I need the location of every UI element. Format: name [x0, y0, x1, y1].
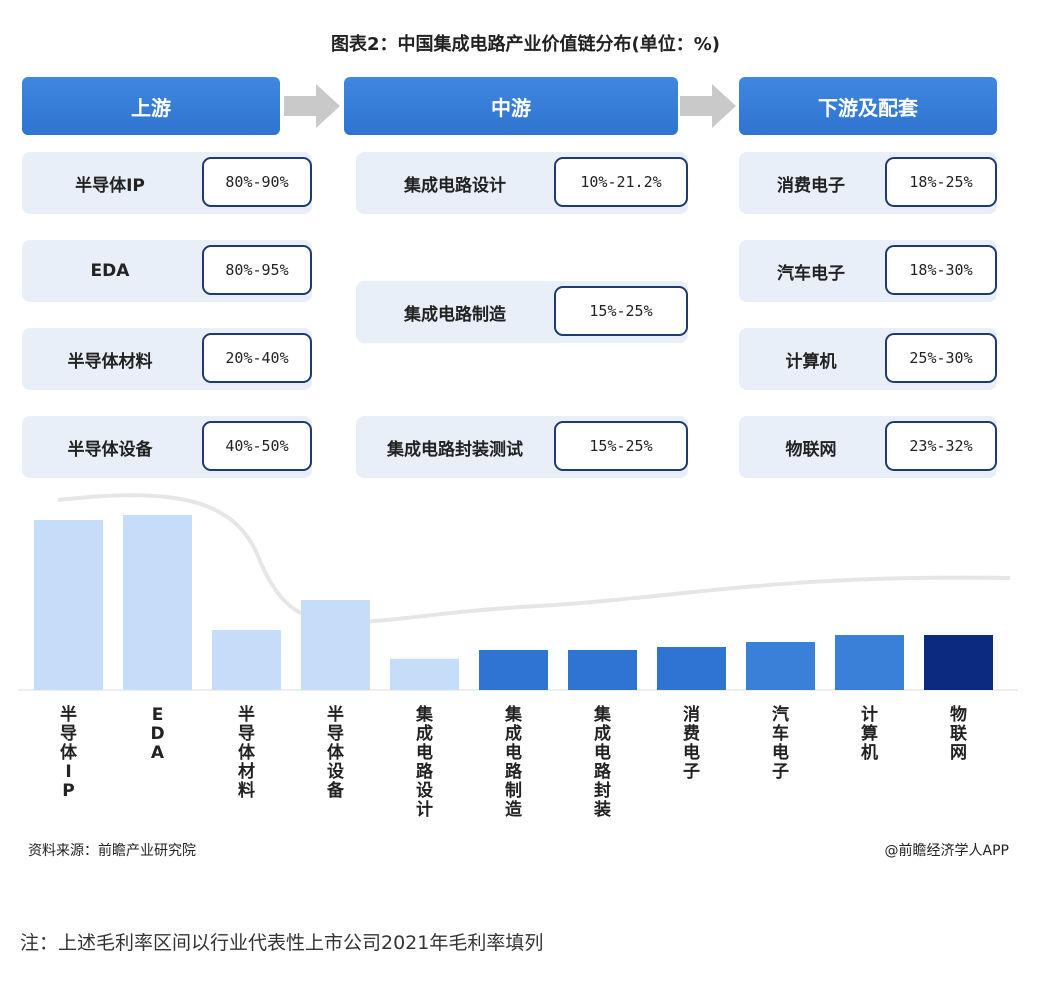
x-tick-label: 物联网 — [950, 704, 967, 763]
item-label: 物联网 — [785, 439, 837, 460]
x-tick-label: 消费电子 — [683, 704, 700, 782]
bar — [479, 650, 548, 690]
bar — [34, 520, 103, 690]
x-tick-label: 半导体设备 — [326, 704, 345, 801]
bar — [657, 647, 726, 690]
list-item: 半导体IP 80%-90% — [22, 152, 312, 214]
bar — [924, 635, 993, 690]
list-item: 消费电子 18%-25% — [739, 152, 997, 214]
range-badge: 18%-30% — [885, 245, 997, 295]
stage-header-midstream: 中游 — [344, 77, 678, 135]
item-label: 计算机 — [785, 351, 837, 372]
x-tick-label: 半导体材料 — [238, 704, 256, 801]
item-label: EDA — [90, 261, 130, 281]
arrow-right-icon — [284, 84, 340, 128]
bar — [568, 650, 637, 690]
range-badge: 15%-25% — [554, 286, 688, 336]
bar — [746, 642, 815, 690]
range-badge: 80%-95% — [202, 245, 312, 295]
bar — [123, 515, 192, 690]
bar — [212, 630, 281, 690]
value-chain-figure: 上游 中游 下游及配套 半导体IP 80%-90% EDA 80%-95% 半导… — [18, 66, 1030, 866]
bar-chart: 半导体 I P E D A 半导体材料 半导体设备 集成电路设计 集成电路制造 集成电路封装 消费电子… — [18, 493, 1018, 820]
list-item: 半导体设备 40%-50% — [22, 416, 312, 478]
list-item: 计算机 25%-30% — [739, 328, 997, 390]
x-tick-label: 半导体 I P — [60, 704, 78, 801]
x-tick-label: 集成电路制造 — [504, 704, 523, 820]
list-item: 集成电路设计 10%-21.2% — [356, 152, 688, 214]
range-badge: 23%-32% — [885, 421, 997, 471]
item-label: 消费电子 — [777, 175, 845, 196]
arrow-right-icon — [680, 84, 736, 128]
x-tick-label: 集成电路设计 — [415, 704, 434, 820]
list-item: 汽车电子 18%-30% — [739, 240, 997, 302]
item-label: 集成电路设计 — [404, 175, 506, 196]
bar — [301, 600, 370, 690]
item-label: 汽车电子 — [777, 263, 845, 284]
item-label: 集成电路制造 — [404, 304, 506, 325]
x-tick-label: 计算机 — [860, 704, 878, 763]
range-badge: 20%-40% — [202, 333, 312, 383]
bar — [390, 658, 459, 690]
range-badge: 25%-30% — [885, 333, 997, 383]
list-item: 物联网 23%-32% — [739, 416, 997, 478]
range-badge: 40%-50% — [202, 421, 312, 471]
list-item: EDA 80%-95% — [22, 240, 312, 302]
range-badge: 15%-25% — [554, 421, 688, 471]
stage-header-upstream: 上游 — [22, 77, 280, 135]
item-label: 半导体设备 — [67, 439, 153, 460]
item-label: 半导体IP — [75, 175, 145, 196]
footnote: 注：上述毛利率区间以行业代表性上市公司2021年毛利率填列 — [20, 932, 544, 954]
stage-header-downstream: 下游及配套 — [739, 77, 997, 135]
x-tick-label: 集成电路封装 — [593, 704, 612, 820]
source-text: 资料来源：前瞻产业研究院 — [28, 843, 196, 859]
bar — [835, 635, 904, 690]
range-badge: 18%-25% — [885, 157, 997, 207]
range-badge: 80%-90% — [202, 157, 312, 207]
item-label: 半导体材料 — [67, 351, 153, 372]
smile-curve — [57, 493, 1011, 625]
range-badge: 10%-21.2% — [554, 157, 688, 207]
figure-title: 图表2：中国集成电路产业价值链分布(单位：%) — [330, 34, 720, 55]
x-tick-label: 汽车电子 — [772, 704, 789, 782]
list-item: 集成电路制造 15%-25% — [356, 281, 688, 343]
credit-text: @前瞻经济学人APP — [884, 843, 1009, 859]
list-item: 集成电路封装测试 15%-25% — [356, 416, 688, 478]
list-item: 半导体材料 20%-40% — [22, 328, 312, 390]
item-label: 集成电路封装测试 — [387, 439, 523, 460]
